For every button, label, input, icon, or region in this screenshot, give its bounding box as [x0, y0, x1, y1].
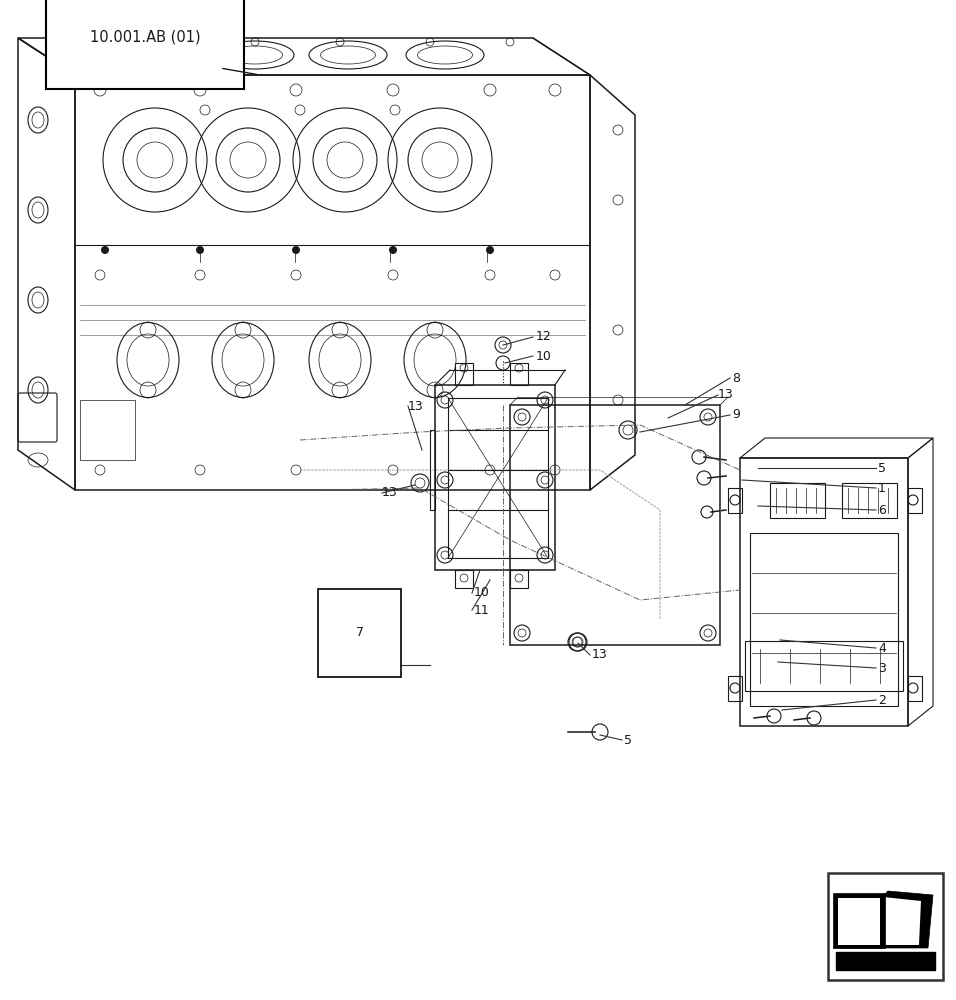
Text: 5: 5 [624, 734, 632, 746]
Bar [728, 488, 742, 513]
Text: 12: 12 [536, 330, 552, 344]
Text: 8: 8 [732, 371, 740, 384]
Text: 5: 5 [878, 462, 886, 475]
Text: 4: 4 [878, 642, 886, 654]
Text: 9: 9 [732, 408, 740, 422]
Polygon shape [840, 891, 933, 948]
Text: 13: 13 [382, 487, 398, 499]
Text: 10.001.AB (01): 10.001.AB (01) [90, 30, 201, 45]
Polygon shape [848, 897, 921, 945]
Text: 6: 6 [878, 504, 886, 516]
Text: 10: 10 [474, 586, 489, 599]
Text: 7: 7 [356, 626, 364, 640]
Circle shape [101, 246, 109, 254]
Polygon shape [833, 893, 885, 948]
Bar [842, 483, 897, 518]
Circle shape [486, 246, 494, 254]
Bar [80, 400, 135, 460]
Bar [750, 533, 898, 706]
Bar [728, 676, 742, 701]
Text: 1: 1 [878, 482, 886, 494]
Circle shape [292, 246, 300, 254]
Text: 2: 2 [878, 694, 886, 706]
Bar [510, 363, 528, 385]
Text: 13: 13 [718, 388, 734, 401]
Bar [908, 676, 922, 701]
Circle shape [389, 246, 397, 254]
Bar [836, 952, 935, 970]
Text: 10: 10 [536, 350, 552, 362]
Circle shape [196, 246, 204, 254]
Bar [745, 641, 903, 691]
Bar [510, 570, 528, 588]
Text: 11: 11 [474, 603, 489, 616]
Text: 13: 13 [592, 648, 608, 662]
Bar [455, 570, 473, 588]
Text: 13: 13 [408, 399, 424, 412]
Bar [908, 488, 922, 513]
Bar [828, 873, 943, 980]
Bar [770, 483, 825, 518]
Polygon shape [838, 898, 880, 945]
Text: 3: 3 [878, 662, 886, 674]
Bar [455, 363, 473, 385]
